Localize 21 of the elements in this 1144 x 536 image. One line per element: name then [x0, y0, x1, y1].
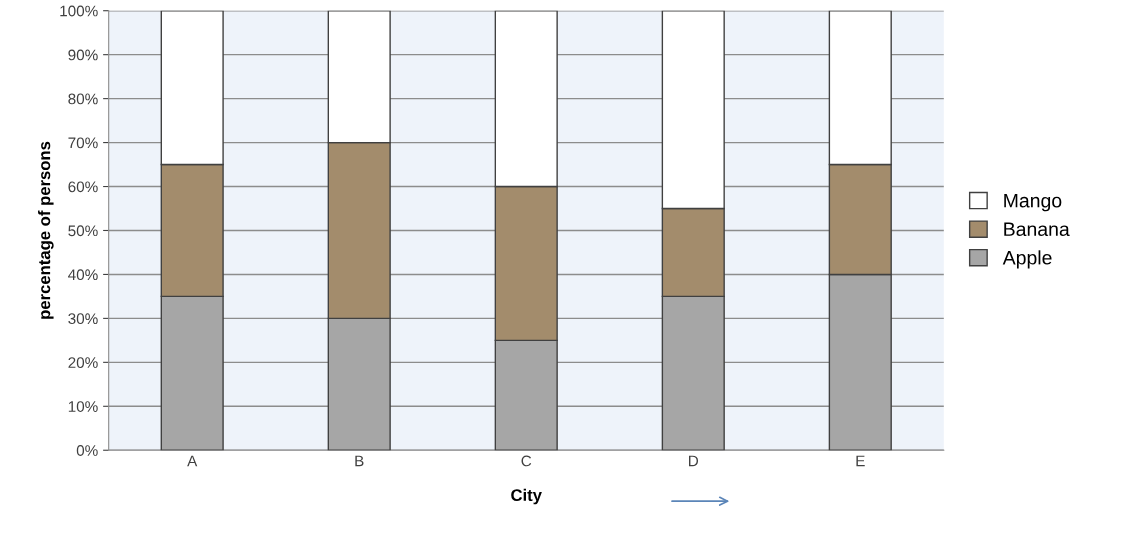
y-tick-label: 100%	[60, 5, 98, 17]
x-tick-label: D	[689, 455, 699, 467]
x-tick-label: B	[355, 455, 364, 467]
y-axis-title: percentage of persons	[38, 141, 54, 319]
y-tick-label: 90%	[68, 49, 98, 61]
legend-label: Mango	[1004, 193, 1062, 212]
y-tick-label: 10%	[68, 401, 98, 412]
x-tick-label: E	[856, 455, 865, 467]
y-tick-label: 0%	[76, 445, 98, 456]
x-axis-title: City	[511, 488, 542, 505]
x-tick-label: A	[187, 455, 198, 467]
y-tick-label: 70%	[68, 137, 98, 149]
y-tick-label: 40%	[68, 269, 98, 281]
y-tick-label: 20%	[68, 357, 98, 369]
y-tick-label: 50%	[68, 225, 98, 237]
y-tick-label: 30%	[68, 313, 98, 325]
y-tick-label: 80%	[68, 93, 98, 105]
legend-label: Banana	[1004, 222, 1070, 237]
y-tick-label: 60%	[68, 181, 98, 193]
x-tick-label: C	[521, 455, 532, 467]
legend-label: Apple	[1002, 250, 1052, 269]
